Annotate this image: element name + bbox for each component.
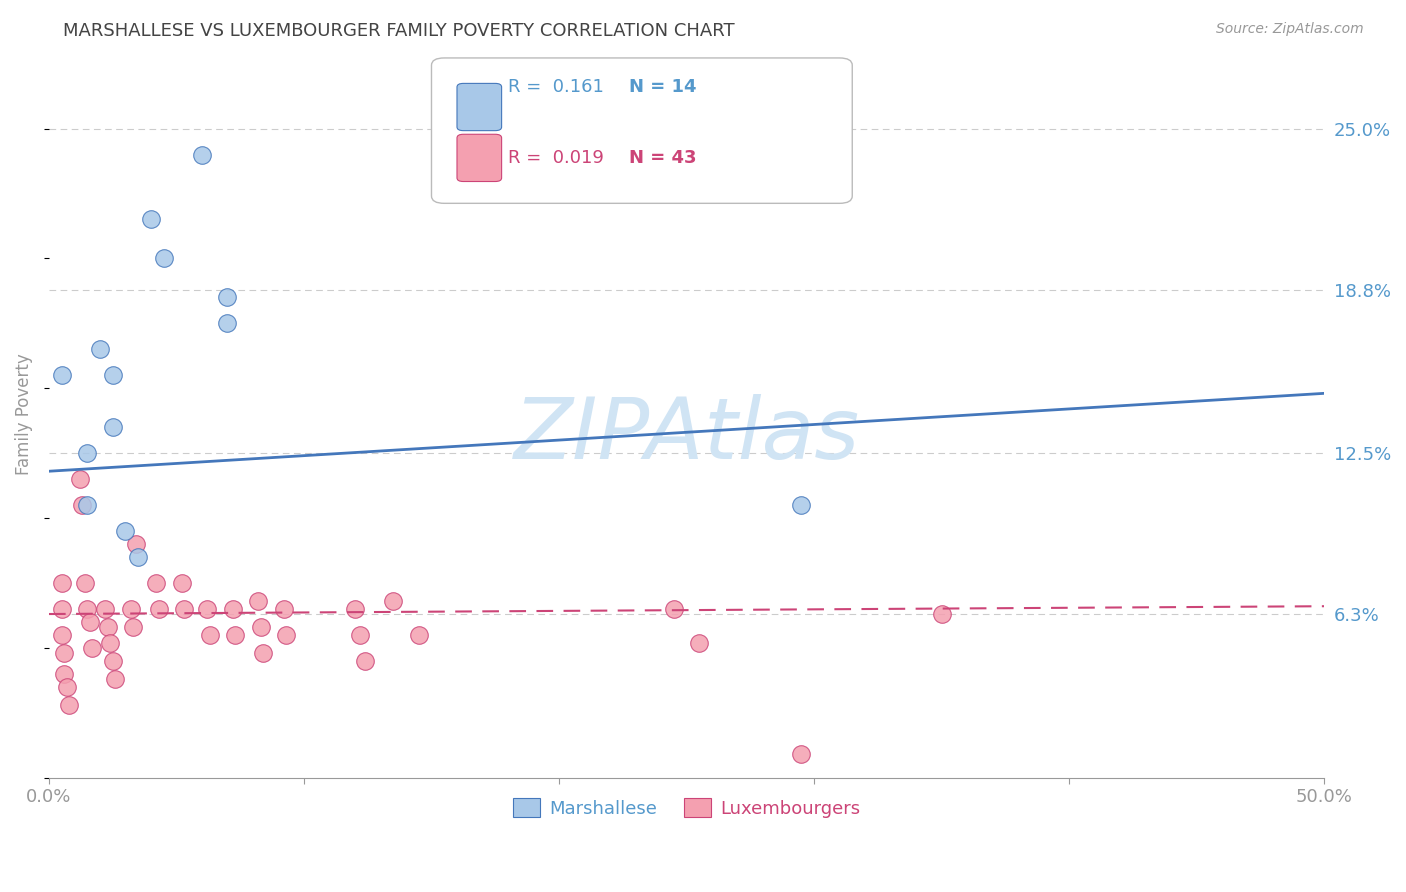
Point [73,575,96,590]
Point [76,602,98,616]
Point [173,602,195,616]
Point [221,602,243,616]
Point [170,575,193,590]
Point [98,635,121,649]
Point [97,620,120,634]
Point [217,290,239,304]
Point [252,646,274,660]
Point [217,316,239,330]
Text: MARSHALLESE VS LUXEMBOURGER FAMILY POVERTY CORRELATION CHART: MARSHALLESE VS LUXEMBOURGER FAMILY POVER… [63,22,735,40]
Point [76,446,98,460]
Point [101,368,124,383]
Point [191,147,214,161]
Point [343,602,366,616]
FancyBboxPatch shape [457,135,502,181]
Point [53,666,76,681]
Point [94,602,117,616]
Legend: Marshallese, Luxembourgers: Marshallese, Luxembourgers [503,789,869,827]
Point [79,615,101,629]
Point [247,594,270,608]
Point [145,575,167,590]
Point [148,602,170,616]
Text: Source: ZipAtlas.com: Source: ZipAtlas.com [1216,22,1364,37]
Point [931,607,953,621]
Text: R =  0.019: R = 0.019 [508,149,603,168]
Point [790,498,813,512]
Text: N = 14: N = 14 [628,78,696,96]
Point [198,628,221,642]
Point [662,602,685,616]
FancyBboxPatch shape [457,83,502,130]
Point [51,602,73,616]
Point [249,620,271,634]
Point [354,654,377,668]
Point [89,343,111,357]
Point [120,602,142,616]
Point [51,628,73,642]
Point [688,635,710,649]
Text: R =  0.161: R = 0.161 [508,78,603,96]
Point [82,640,104,655]
Point [122,620,145,634]
Point [349,628,371,642]
Point [76,498,98,512]
Point [382,594,405,608]
Y-axis label: Family Poverty: Family Poverty [15,353,32,475]
Point [276,628,298,642]
FancyBboxPatch shape [432,58,852,203]
Point [127,549,149,564]
Point [58,698,80,712]
Point [53,646,76,660]
Point [56,680,79,694]
Point [51,575,73,590]
Point [69,472,91,486]
Point [224,628,246,642]
Point [70,498,93,512]
Text: ZIPAtlas: ZIPAtlas [513,394,859,477]
Point [114,524,136,538]
Point [51,368,73,383]
Point [104,672,127,686]
Point [273,602,295,616]
Point [195,602,218,616]
Point [124,537,146,551]
Point [101,654,124,668]
Point [152,252,174,266]
Point [408,628,430,642]
Point [139,212,162,227]
Text: N = 43: N = 43 [628,149,696,168]
Point [790,747,813,762]
Point [101,420,124,434]
